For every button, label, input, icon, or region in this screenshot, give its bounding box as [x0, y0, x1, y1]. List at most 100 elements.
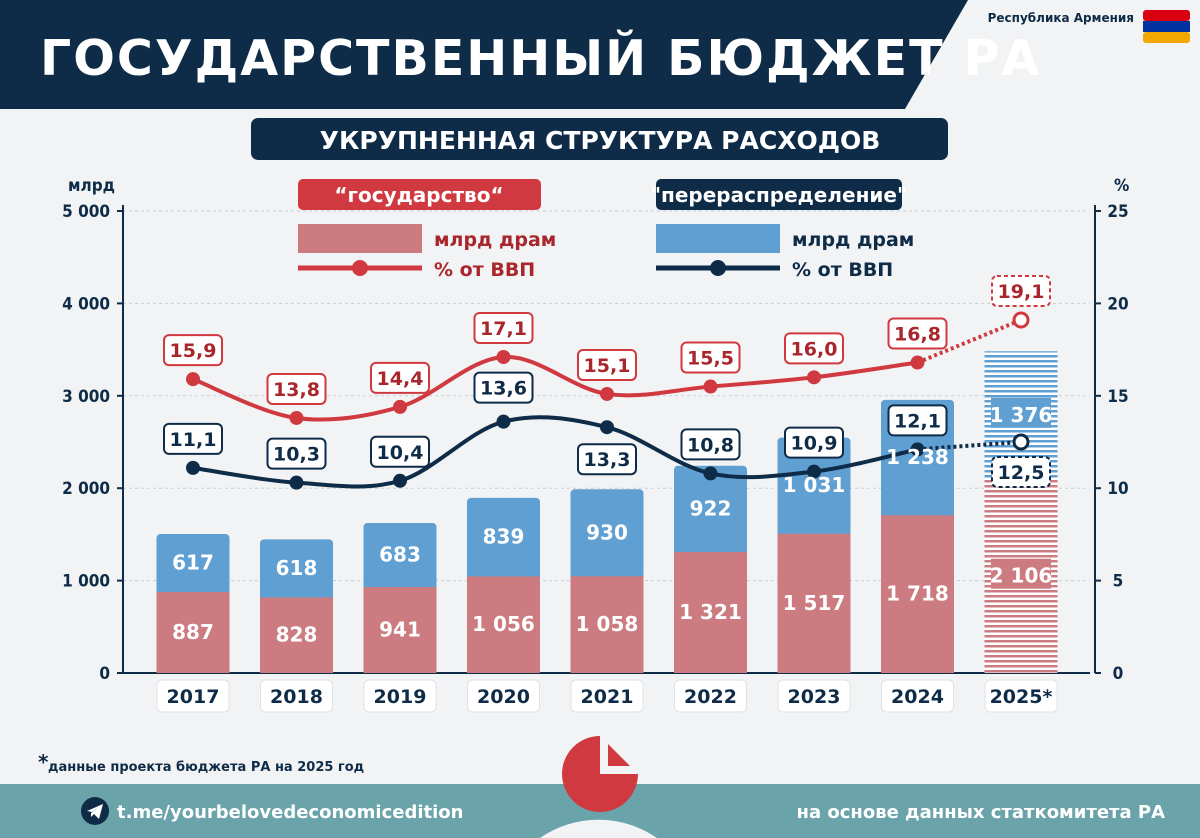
- year-label: 2023: [788, 686, 841, 708]
- bar-state: [674, 550, 747, 673]
- bar-redistribution-value: 683: [379, 542, 421, 566]
- subtitle-pill: [251, 118, 948, 160]
- percent-label-state: 14,4: [377, 368, 424, 390]
- legend-redis-bar-label: млрд драм: [792, 229, 914, 251]
- y-left-tick-label: 5 000: [62, 202, 110, 222]
- page-title: ГОСУДАРСТВЕННЫЙ БЮДЖЕТ РА: [40, 28, 1041, 87]
- bar-redistribution-join: [260, 593, 333, 598]
- point-state: [186, 372, 200, 387]
- percent-label-box-state: [577, 348, 637, 381]
- legend-state-line-marker: [352, 260, 368, 276]
- bar-state: [570, 575, 644, 673]
- point-state: [807, 370, 821, 385]
- source-text: на основе данных статкомитета РА: [797, 802, 1166, 823]
- bars: [156, 351, 1058, 673]
- point-redistribution: [289, 475, 304, 490]
- y-right-tick-label: 0: [1113, 664, 1124, 684]
- percent-label-redistribution: 13,3: [584, 449, 631, 471]
- percent-label-box-state: [887, 317, 948, 350]
- year-label: 2024: [891, 686, 944, 708]
- chart-subtitle: УКРУПНЕННАЯ СТРУКТУРА РАСХОДОВ: [320, 126, 881, 155]
- percent-label-box-redistribution: [266, 437, 327, 470]
- percent-label-state: 13,8: [273, 379, 320, 401]
- legend-state-bar-label: млрд драм: [434, 229, 556, 251]
- y-left-tick-label: 1 000: [62, 572, 110, 592]
- bar-redistribution-value: 617: [172, 551, 214, 575]
- year-label-box: [467, 679, 540, 713]
- line-redistribution: [192, 415, 918, 489]
- bar-redistribution: [570, 489, 644, 576]
- point-redistribution: [496, 414, 511, 429]
- point-redistribution: [1012, 433, 1030, 451]
- bar-state-value: 1 517: [783, 591, 846, 615]
- bar-redistribution-join: [674, 547, 747, 552]
- y-left-unit-label: млрд: [68, 176, 115, 196]
- year-label-box: [363, 679, 437, 713]
- bar-redistribution-label-bg: [991, 397, 1051, 428]
- percent-label-state: 16,0: [791, 338, 838, 360]
- bar-state-value: 1 718: [886, 582, 949, 606]
- legend-redis-title: "перераспределение": [651, 183, 908, 207]
- y-left-tick-label: 2 000: [62, 479, 110, 499]
- legend-state-line-label: % от ВВП: [434, 259, 535, 281]
- percent-label-box-state: [266, 372, 327, 405]
- telegram-link[interactable]: t.me/yourbelovedeconomicedition: [117, 802, 463, 823]
- bar-state: [777, 532, 851, 673]
- bar-redistribution-join: [570, 572, 644, 577]
- percent-label-redistribution: 10,9: [791, 433, 838, 455]
- bar-state-label-bg: [991, 558, 1051, 589]
- y-left-tick-label: 3 000: [62, 387, 110, 407]
- year-label: 2019: [374, 686, 427, 708]
- percent-label-box-state: [473, 311, 534, 344]
- year-label: 2022: [684, 686, 737, 708]
- country-label: Республика Армения: [988, 11, 1134, 25]
- bar-state-value: 2 106: [990, 564, 1053, 588]
- bar-state: [156, 591, 230, 673]
- y-right-tick-label: 10: [1107, 479, 1128, 499]
- bar-state-value: 941: [379, 618, 421, 642]
- year-label-box: [984, 679, 1058, 713]
- bar-redistribution-value: 1 376: [990, 403, 1053, 427]
- percent-label-state: 16,8: [894, 324, 941, 346]
- percent-label-box-state: [370, 361, 430, 394]
- point-redistribution: [186, 460, 200, 475]
- bar-redistribution-value: 618: [276, 556, 318, 580]
- percent-label-box-state: [784, 332, 844, 365]
- legend-redis-title-box: [656, 179, 902, 210]
- legend-state-title-box: [298, 179, 541, 210]
- percent-label-box-redistribution: [370, 435, 430, 468]
- percent-label-redistribution: 10,3: [273, 444, 320, 466]
- y-right-unit-label: %: [1114, 176, 1129, 196]
- percent-label-state: 15,9: [170, 340, 217, 362]
- armenia-flag-icon: [1143, 10, 1190, 43]
- y-right-tick-label: 20: [1107, 294, 1128, 314]
- percent-label-state: 15,5: [687, 348, 734, 370]
- bar-state-value: 828: [276, 623, 318, 647]
- percent-label-redistribution: 12,1: [894, 410, 941, 432]
- point-state: [703, 379, 718, 394]
- year-label: 2025*: [990, 686, 1053, 708]
- bar-redistribution-value: 1 031: [783, 473, 846, 497]
- telegram-icon[interactable]: [81, 797, 109, 825]
- percent-label-box-redistribution: [991, 456, 1051, 488]
- bar-redistribution-join: [156, 588, 230, 593]
- percent-label-box-redistribution: [887, 404, 948, 437]
- line-state: [192, 354, 918, 422]
- bar-redistribution-value: 922: [690, 496, 732, 520]
- bar-state: [363, 586, 437, 673]
- percent-label-redistribution: 10,4: [377, 442, 424, 464]
- point-redistribution: [910, 442, 925, 457]
- legend-state-title: “государство“: [334, 183, 503, 207]
- percent-label-redistribution: 12,5: [998, 462, 1045, 484]
- percent-label-redistribution: 11,1: [170, 429, 217, 451]
- data-labels: 887 617 2017 828 618 2018 941 683 2019 1 056 839 20…: [156, 275, 1058, 713]
- pie-chart-logo-icon: [540, 736, 657, 838]
- percent-label-box-redistribution: [784, 426, 844, 459]
- year-label: 2020: [477, 686, 530, 708]
- bar-redistribution: [674, 465, 747, 551]
- percent-label-state: 17,1: [480, 318, 527, 340]
- bar-state-value: 1 056: [472, 612, 535, 636]
- bar-redistribution-value: 930: [586, 520, 628, 544]
- point-redistribution: [393, 473, 407, 488]
